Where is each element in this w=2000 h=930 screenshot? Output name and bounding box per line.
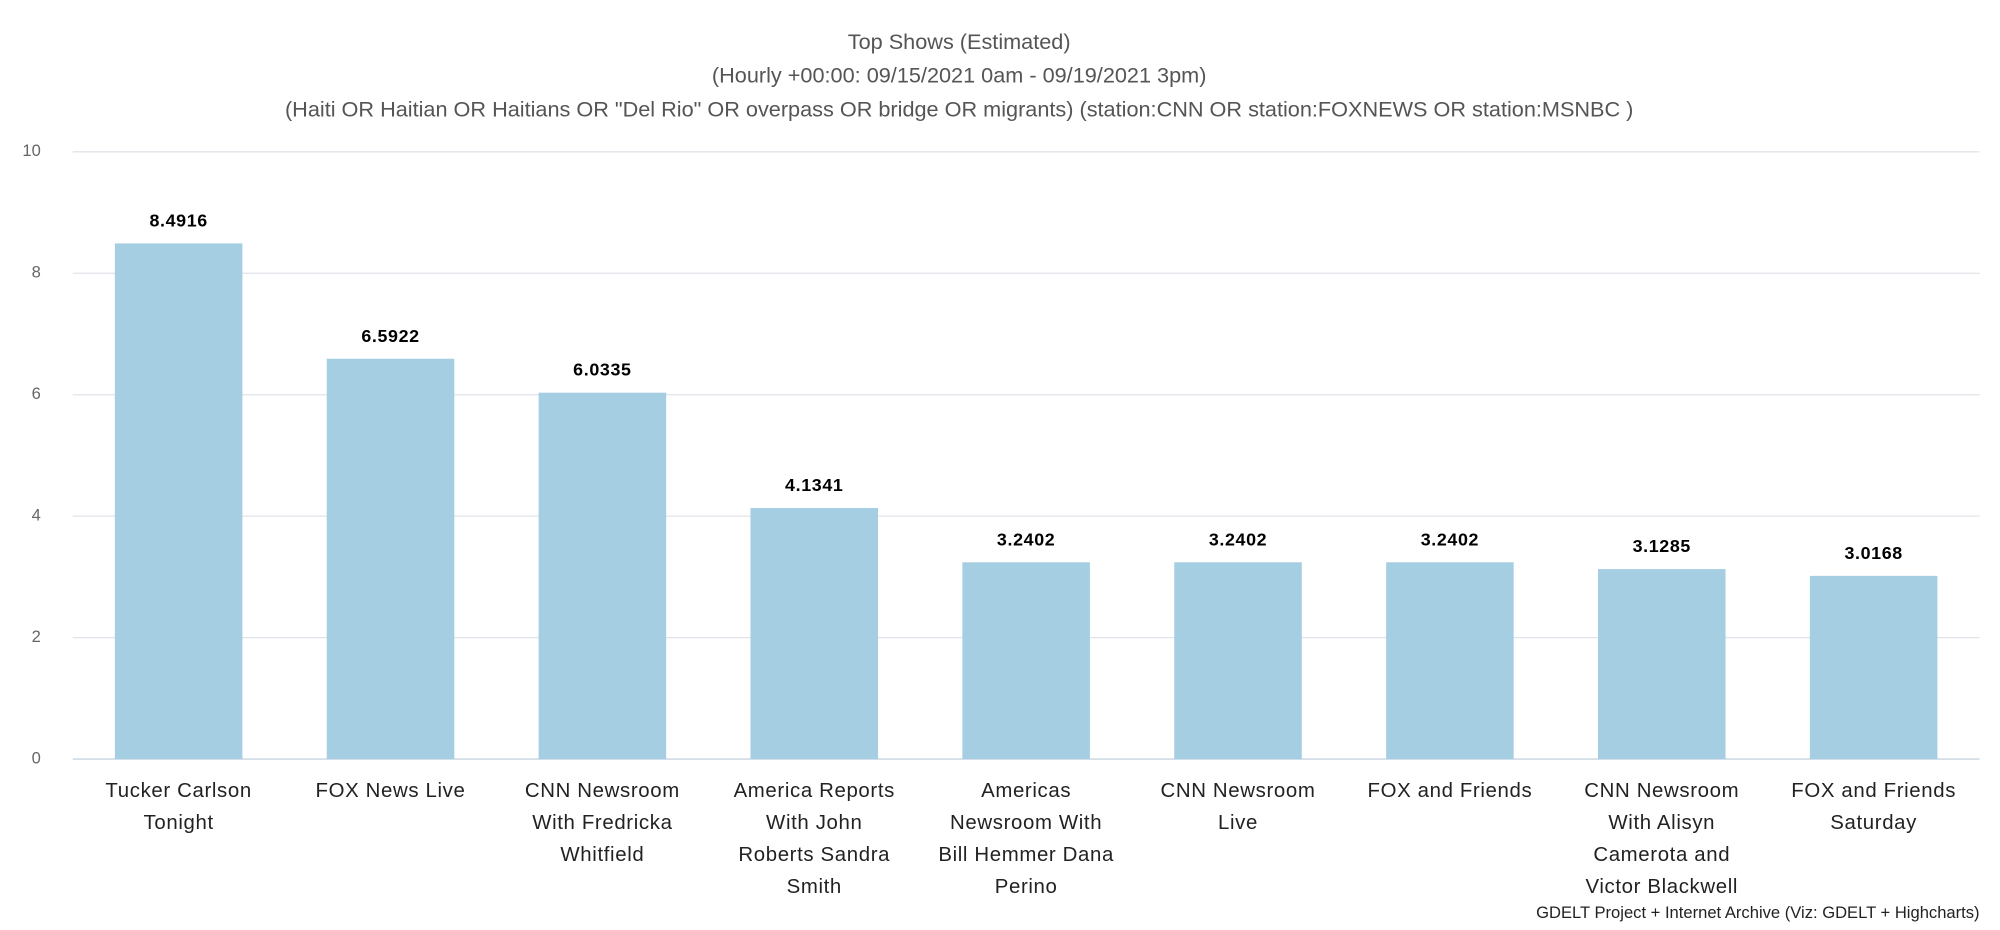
x-tick-label: Americas Newsroom With Bill Hemmer Dana Per… <box>938 781 1114 899</box>
y-tick-label: 2 <box>32 627 41 646</box>
data-label: 8.4916 <box>149 210 207 230</box>
y-tick-label: 0 <box>32 748 41 767</box>
x-tick-label: CNN Newsroom With Fredricka Whitfield <box>525 781 680 867</box>
bar <box>1598 569 1726 760</box>
x-tick-label: FOX News Live <box>316 781 466 803</box>
data-label: 3.1285 <box>1633 536 1691 556</box>
x-tick-label: America Reports With John Roberts Sandra Sm… <box>734 781 895 899</box>
y-tick-label: 10 <box>22 141 40 160</box>
x-tick-label: CNN Newsroom With Alisyn Camerota and Victo… <box>1584 781 1739 899</box>
bar <box>1809 575 1938 760</box>
data-label: 3.2402 <box>1421 529 1479 549</box>
bar <box>1174 562 1302 760</box>
x-tick-label: CNN Newsroom Live <box>1161 781 1316 835</box>
data-label: 4.1341 <box>785 475 843 495</box>
bar <box>326 358 455 760</box>
y-tick-label: 8 <box>32 263 41 282</box>
x-tick-label: Tucker Carlson Tonight <box>105 781 251 835</box>
data-label: 6.5922 <box>361 326 419 346</box>
y-tick-label: 6 <box>32 384 41 403</box>
bar <box>114 243 243 760</box>
bar <box>750 508 879 760</box>
x-tick-label: FOX and Friends Saturday <box>1791 781 1956 835</box>
data-label: 6.0335 <box>573 360 631 380</box>
data-label: 3.0168 <box>1844 543 1902 563</box>
bar <box>962 562 1090 760</box>
data-label: 3.2402 <box>1209 529 1267 549</box>
chart-subtitle: (Haiti OR Haitian OR Haitians OR "Del Ri… <box>285 97 1633 122</box>
y-tick-label: 4 <box>32 506 41 525</box>
chart-title: Top Shows (Estimated) <box>848 29 1071 54</box>
credit: GDELT Project + Internet Archive (Viz: G… <box>1536 903 1979 922</box>
data-label: 3.2402 <box>997 529 1055 549</box>
x-tick-label: FOX and Friends <box>1367 781 1532 803</box>
chart-subtitle: (Hourly +00:00: 09/15/2021 0am - 09/19/2… <box>712 62 1207 87</box>
bar <box>538 392 667 760</box>
bar <box>1386 562 1514 760</box>
